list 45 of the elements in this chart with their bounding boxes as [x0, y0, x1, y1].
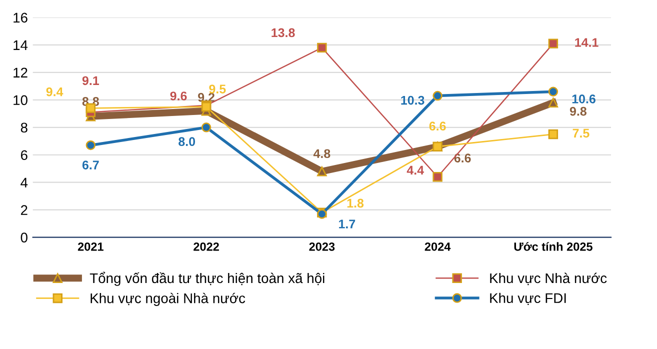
data-label: 14.1 — [575, 38, 598, 47]
y-tick-label: 16 — [14, 12, 28, 23]
data-label: 9.5 — [209, 84, 226, 94]
data-label: 10.3 — [401, 96, 424, 105]
y-tick-label: 0 — [20, 232, 28, 242]
data-label: 13.8 — [272, 28, 295, 38]
point — [317, 166, 327, 176]
data-label: 9.8 — [570, 106, 586, 116]
point — [548, 98, 558, 108]
point — [201, 122, 212, 132]
y-tick-label: 4 — [20, 178, 28, 188]
data-label: 9.6 — [170, 92, 187, 100]
data-label: 8.0 — [178, 137, 196, 146]
data-label: 1.7 — [339, 220, 356, 228]
point — [432, 90, 442, 101]
x-tick-label: Ước tính 2025 — [514, 242, 592, 251]
legend-label: Khu vực ngoài Nhà nước — [90, 292, 246, 306]
point — [317, 42, 327, 53]
y-tick-label: 10 — [14, 95, 28, 106]
data-label: 4.4 — [406, 166, 424, 175]
legend-label: Khu vực Nhà nước — [490, 272, 607, 286]
legend-label: Khu vực FDI — [490, 292, 566, 306]
y-tick-label: 8 — [20, 122, 28, 133]
x-tick-label: 2024 — [424, 242, 451, 251]
data-label: 6.6 — [429, 122, 446, 131]
x-tick-label: 2023 — [309, 242, 335, 251]
data-label: 10.6 — [572, 94, 596, 104]
data-label: 9.1 — [82, 76, 100, 86]
y-tick-label: 2 — [20, 205, 28, 215]
data-label: 1.8 — [347, 198, 364, 208]
point — [548, 129, 558, 140]
y-tick-label: 12 — [14, 68, 28, 78]
x-tick-label: 2021 — [78, 242, 104, 251]
point — [548, 38, 558, 48]
data-label: 4.8 — [313, 149, 330, 158]
x-tick-label: 2022 — [194, 242, 219, 251]
point — [432, 172, 442, 182]
point — [548, 86, 558, 97]
y-tick-label: 14 — [14, 40, 28, 50]
point — [86, 140, 96, 150]
data-label: 9.4 — [46, 87, 64, 96]
data-label: 7.5 — [572, 128, 590, 138]
data-label: 6.7 — [82, 160, 99, 170]
legend-label: Tổng vốn đầu tư thực hiện toàn xã hội — [90, 272, 324, 286]
y-tick-label: 6 — [20, 150, 28, 160]
